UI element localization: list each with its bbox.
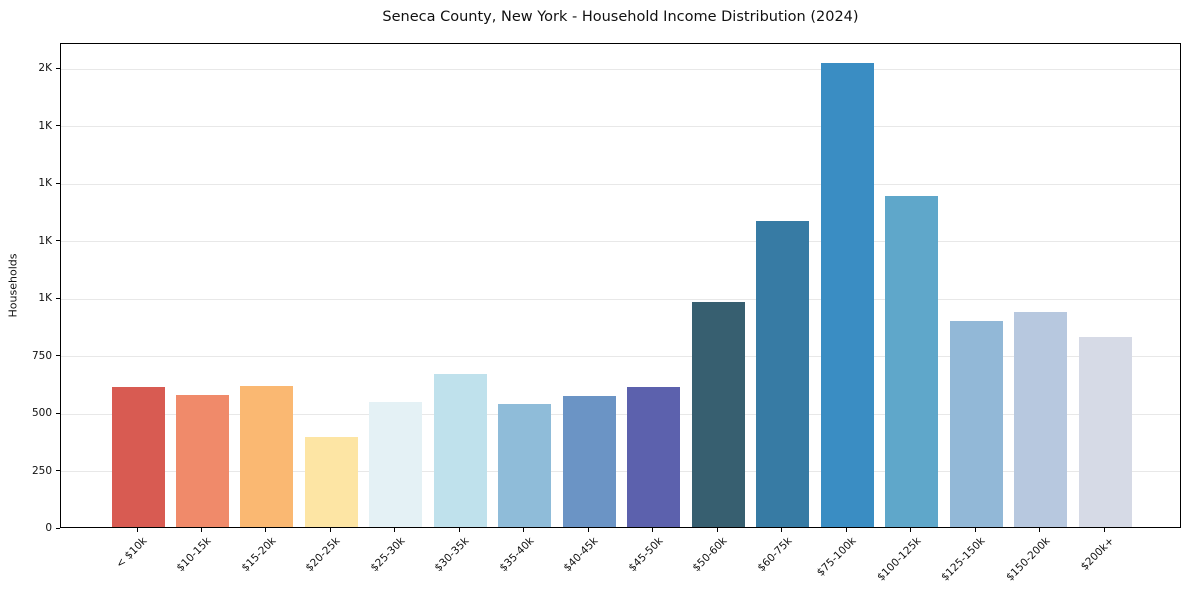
plot-area (60, 43, 1181, 528)
bar-125-150k (949, 321, 1003, 527)
y-gridline (61, 126, 1180, 128)
bar-150-200k (1014, 312, 1068, 527)
x-tick-mark (265, 528, 267, 532)
y-gridline (61, 413, 1180, 415)
y-gridline (61, 68, 1180, 70)
bar-75-100k (820, 62, 874, 527)
y-tick-mark (56, 182, 60, 184)
bar-15-20k (240, 385, 294, 527)
y-gridline (61, 241, 1180, 243)
y-tick-label: 1K (38, 119, 52, 132)
x-tick-mark (329, 528, 331, 532)
x-tick-mark (781, 528, 783, 532)
chart-title: Seneca County, New York - Household Inco… (382, 9, 859, 25)
x-tick-mark (523, 528, 525, 532)
y-tick-label: 1K (38, 177, 52, 190)
x-tick-mark (716, 528, 718, 532)
bar-40-45k (562, 395, 616, 527)
y-tick-label: 2K (38, 62, 52, 75)
x-tick-mark (136, 528, 138, 532)
y-tick-label: 250 (31, 464, 52, 477)
x-tick-label: < $10k (113, 535, 150, 571)
y-tick-mark (56, 125, 60, 127)
y-tick-label: 1K (38, 292, 52, 305)
x-tick-mark (394, 528, 396, 532)
y-tick-mark (56, 297, 60, 299)
x-tick-mark (587, 528, 589, 532)
bar-100-125k (885, 196, 939, 527)
y-tick-label: 0 (45, 522, 52, 534)
y-tick-label: 750 (31, 349, 52, 362)
x-tick-mark (200, 528, 202, 532)
y-tick-label: 1K (38, 234, 52, 247)
x-tick-mark (652, 528, 654, 532)
y-gridline (61, 471, 1180, 473)
y-tick-label: 500 (31, 407, 52, 420)
bar-45-50k (627, 386, 681, 527)
x-tick-mark (1103, 528, 1105, 532)
bar-25-30k (369, 401, 423, 527)
bar-30-35k (433, 374, 487, 527)
y-tick-mark (56, 412, 60, 414)
y-tick-mark (56, 470, 60, 472)
bar-50-60k (691, 301, 745, 527)
bar-20-25k (304, 437, 358, 527)
bar-10k (111, 386, 165, 527)
y-gridline (61, 356, 1180, 358)
x-tick-mark (845, 528, 847, 532)
bar-10-15k (175, 394, 229, 527)
bar-60-75k (756, 221, 810, 527)
bar-200k (1078, 337, 1132, 527)
y-gridline (61, 298, 1180, 300)
x-tick-mark (458, 528, 460, 532)
y-tick-mark (56, 355, 60, 357)
x-tick-mark (1039, 528, 1041, 532)
y-tick-mark (56, 527, 60, 529)
y-tick-mark (56, 67, 60, 69)
bar-35-40k (498, 404, 552, 527)
y-tick-mark (56, 240, 60, 242)
x-tick-mark (974, 528, 976, 532)
y-gridline (61, 183, 1180, 185)
x-tick-mark (910, 528, 912, 532)
